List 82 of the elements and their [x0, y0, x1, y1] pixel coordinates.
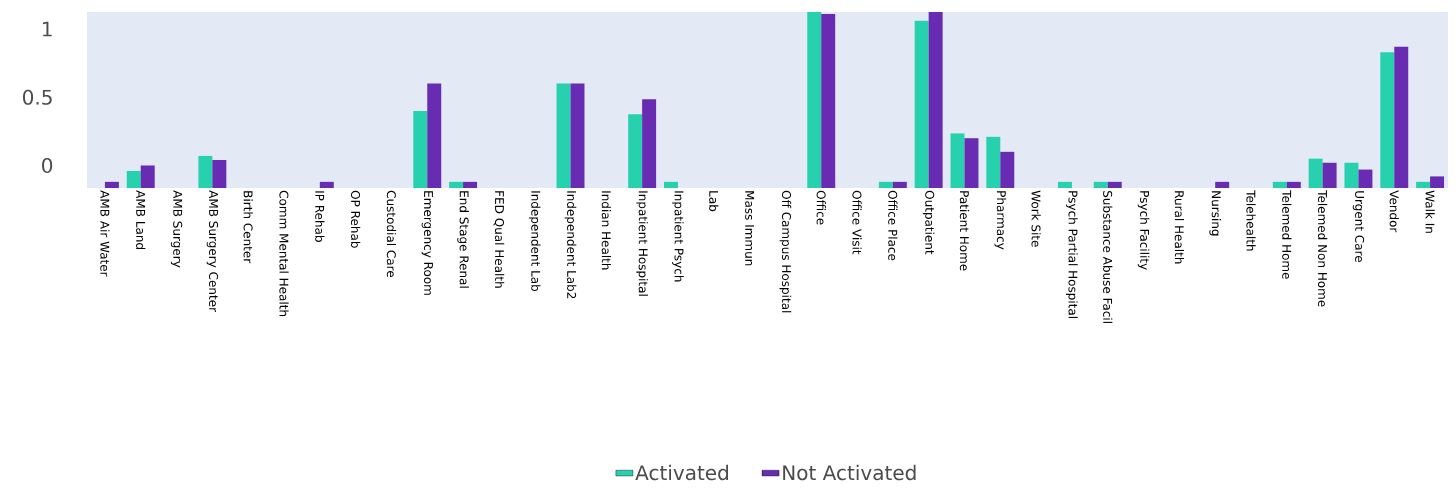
bar	[1394, 46, 1409, 188]
bar	[319, 181, 334, 188]
bar	[463, 181, 478, 188]
bar	[570, 83, 585, 188]
x-tick-label: Outpatient	[922, 190, 935, 255]
bar	[663, 181, 678, 188]
x-tick-label: IP Rehab	[315, 191, 325, 242]
bar	[1416, 181, 1431, 188]
bar	[427, 83, 442, 188]
bar	[986, 136, 1001, 188]
bar	[1358, 169, 1373, 188]
bar	[628, 114, 643, 188]
bar	[1344, 162, 1359, 188]
x-tick-label: Mass Immun	[745, 191, 755, 266]
bar	[878, 181, 893, 188]
bar	[1430, 176, 1445, 188]
x-tick-label: Patient Home	[959, 191, 970, 271]
legend-label: Activated	[635, 464, 729, 481]
x-tick-label: Pharmacy	[994, 191, 1007, 250]
bar	[914, 20, 929, 188]
bar	[212, 160, 227, 188]
legend-label: Not Activated	[783, 464, 916, 481]
bar	[928, 11, 943, 188]
x-tick-label: Rural Health	[1174, 191, 1185, 264]
x-tick-label: Urgent Care	[1352, 191, 1365, 262]
bar	[642, 99, 657, 188]
bar	[1272, 181, 1287, 188]
bar	[1322, 162, 1337, 188]
bar	[964, 138, 979, 188]
x-tick-label: Nursing	[1209, 191, 1221, 236]
bar	[140, 165, 155, 188]
x-tick-label: Telemed Non Home	[1317, 190, 1328, 307]
x-tick-label: Walk In	[1425, 190, 1435, 233]
x-tick-label: Emergency Room	[421, 191, 433, 295]
bar	[1215, 181, 1230, 188]
x-tick-label: FED Qual Health	[493, 191, 505, 288]
x-tick-label: Off Campus Hospital	[779, 190, 792, 313]
x-tick-label: Vendor	[1389, 190, 1399, 233]
bar	[950, 133, 965, 188]
x-tick-label: End Stage Renal	[457, 191, 469, 288]
x-tick-label: Work Site	[1031, 190, 1041, 247]
bar	[892, 181, 907, 188]
x-tick-label: Office	[816, 190, 826, 225]
bar	[556, 83, 571, 188]
bar	[1093, 181, 1108, 188]
bar	[1380, 52, 1395, 188]
x-tick-label: Custodial Care	[386, 190, 397, 278]
x-tick-label: AMB Air Water	[100, 190, 110, 277]
bar	[1286, 181, 1301, 188]
x-tick-label: Independent Lab	[528, 191, 541, 292]
x-tick-label: AMB Land	[136, 190, 146, 249]
x-tick-label: Independent Lab2	[564, 191, 577, 299]
x-tick-label: Comm Mental Health	[279, 190, 289, 317]
x-tick-label: Substance Abuse Facil	[1103, 190, 1113, 323]
x-tick-label: Lab	[709, 191, 719, 212]
bar	[449, 181, 464, 188]
bar	[126, 170, 141, 188]
x-tick-label: Psych Facility	[1137, 191, 1150, 270]
x-tick-label: Indian Health	[601, 191, 611, 270]
bar	[1308, 158, 1323, 188]
y-tick-label: 0.5	[23, 89, 52, 105]
y-tick-label: 1	[42, 21, 52, 37]
x-tick-label: Telehealth	[1246, 190, 1256, 251]
x-tick-label: Office Visit	[852, 190, 862, 255]
x-tick-label: Office Place	[888, 190, 898, 261]
bar	[1107, 181, 1122, 188]
x-tick-label: Inpatient Psych	[672, 191, 684, 282]
bar	[198, 155, 213, 188]
bar	[821, 14, 836, 188]
bar	[104, 181, 119, 188]
bar	[807, 11, 822, 188]
x-tick-label: Telemed Home	[1282, 190, 1292, 279]
x-tick-label: Inpatient Hospital	[636, 191, 648, 296]
x-tick-label: AMB Surgery	[170, 190, 183, 268]
bar	[1057, 181, 1072, 188]
y-tick-label: 0	[42, 157, 53, 174]
bar	[1000, 151, 1015, 188]
bar	[413, 110, 428, 188]
x-tick-label: Psych Partial Hospital	[1066, 191, 1078, 318]
x-tick-label: Birth Center	[243, 191, 253, 264]
x-tick-label: AMB Surgery Center	[206, 190, 219, 312]
x-tick-label: OP Rehab	[350, 190, 361, 248]
